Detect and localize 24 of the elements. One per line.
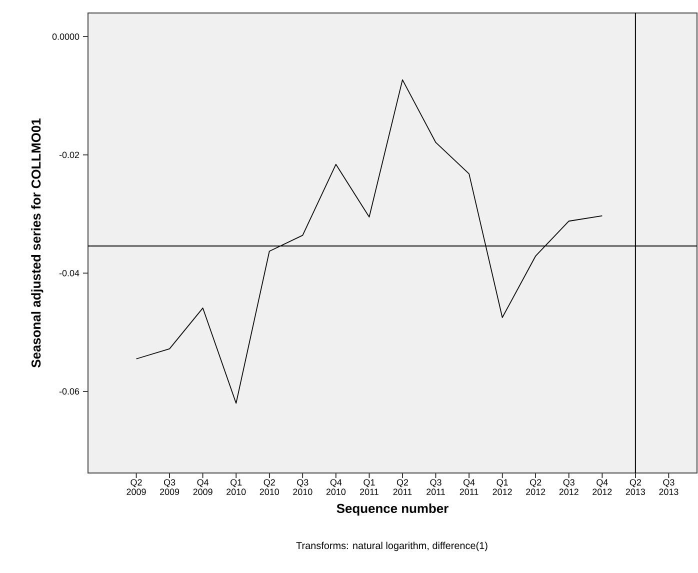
x-tick-label: Q4 2010 [326,479,346,496]
x-axis-title: Sequence number [336,504,448,516]
x-tick-label: Q3 2009 [160,479,180,496]
y-tick-label: 0.0000 [52,33,80,40]
x-tick-label: Q3 2011 [426,479,445,496]
y-tick-label: -0.04 [59,270,80,276]
x-tick-label: Q4 2011 [460,479,478,496]
x-tick-label: Q4 2009 [193,479,212,496]
text: Transforms: natural logarithm, difference(1) [296,542,488,552]
x-tick-label: Q1 2012 [492,479,512,496]
x-tick-label: Q1 2010 [226,479,246,496]
x-tick-label: Q2 2011 [393,479,412,496]
x-tick-label: Q1 2011 [360,479,378,496]
y-axis-title: Seasonal adjusted series for COLLMO01 [31,118,44,368]
x-tick-label: Q3 2010 [293,479,312,496]
x-tick-label: Q2 2010 [260,479,279,496]
x-tick-label: Q3 2012 [559,479,578,496]
x-tick-label: Q2 2012 [526,479,546,496]
x-tick-label: Q4 2012 [592,479,612,496]
x-tick-label: Q3 2013 [659,479,678,496]
x-tick-label: Q2 2013 [626,479,646,496]
x-tick-label: Q2 2009 [126,479,146,496]
y-tick-label: -0.02 [59,152,80,158]
y-tick-label: -0.06 [59,388,80,395]
